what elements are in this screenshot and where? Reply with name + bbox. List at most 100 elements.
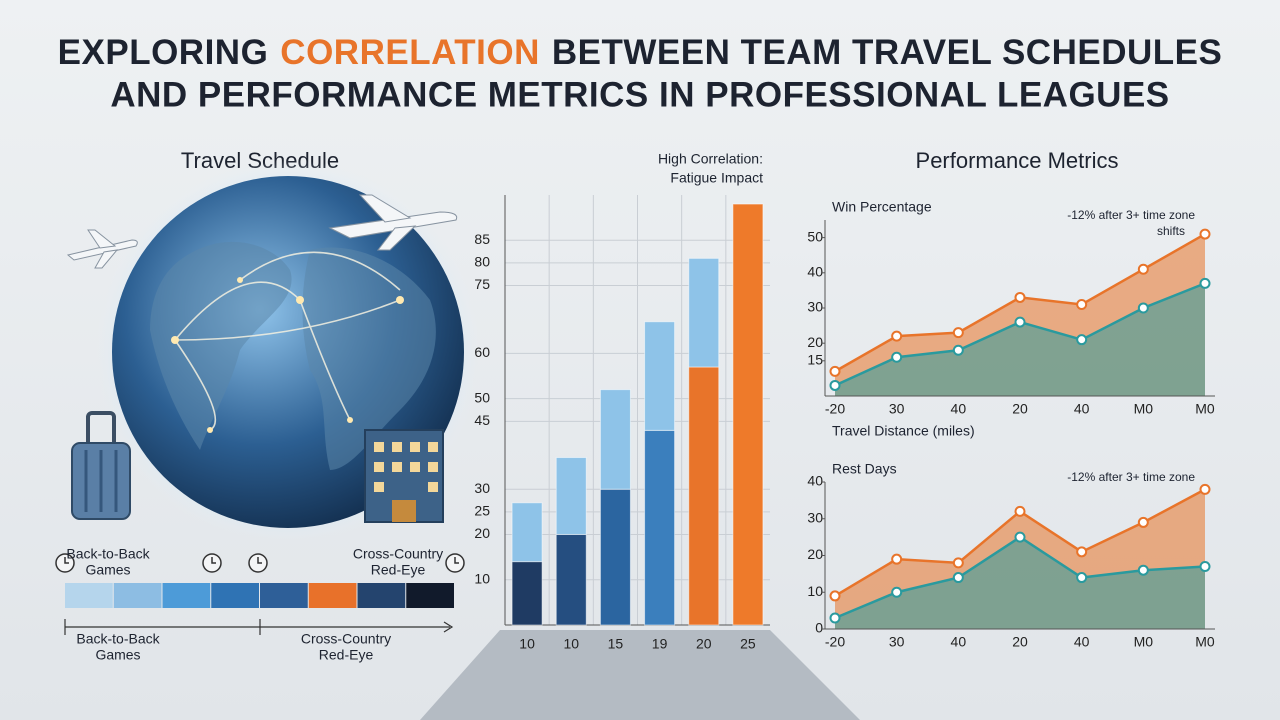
- point: [829, 612, 841, 624]
- airplane: [66, 229, 138, 269]
- bar-segment: [644, 321, 676, 431]
- x-tick-label: -20: [825, 634, 845, 650]
- chart-title: Win Percentage: [832, 199, 932, 215]
- area: [835, 283, 1205, 396]
- clock-icons: [55, 553, 465, 573]
- x-tick-label: 40: [951, 634, 967, 650]
- strip-segment: [65, 583, 113, 608]
- y-tick-label: 45: [474, 412, 490, 428]
- point: [829, 365, 841, 377]
- y-tick-label: 20: [807, 546, 823, 562]
- x-tick-label: 30: [889, 401, 905, 417]
- bar-segment: [555, 533, 587, 626]
- suitcase: [71, 411, 131, 520]
- schedule-label: Cross-Country: [353, 546, 443, 562]
- point: [829, 590, 841, 602]
- strip-segment: [406, 583, 454, 608]
- point: [1199, 483, 1211, 495]
- title-part: BETWEEN TEAM TRAVEL SCHEDULES: [552, 33, 1222, 72]
- point: [891, 553, 903, 565]
- continent: [150, 241, 292, 450]
- point: [952, 557, 964, 569]
- bar-segment: [688, 366, 720, 626]
- schedule-label: Back-to-Back: [76, 631, 160, 647]
- y-tick-label: 80: [474, 254, 490, 270]
- x-tick-label: 25: [740, 636, 756, 652]
- point: [829, 379, 841, 391]
- strip-segment: [211, 583, 259, 608]
- x-tick-label: M0: [1134, 634, 1154, 650]
- pedestal: [420, 630, 860, 720]
- point: [1199, 228, 1211, 240]
- schedule-label: Red-Eye: [371, 562, 426, 578]
- route: [174, 251, 401, 431]
- bar-segment: [511, 561, 543, 626]
- bar-segment: [732, 203, 764, 626]
- schedule-label: Red-Eye: [319, 647, 374, 663]
- globe-illustration: [66, 160, 480, 544]
- y-tick-label: 50: [807, 228, 823, 244]
- point: [1076, 572, 1088, 584]
- point: [1199, 561, 1211, 573]
- bar-segment: [644, 429, 676, 626]
- strip-segment: [308, 583, 357, 608]
- x-tick-label: 19: [652, 636, 668, 652]
- strip-segment: [357, 583, 406, 608]
- x-tick-label: M0: [1195, 401, 1215, 417]
- x-tick-label: 40: [1074, 401, 1090, 417]
- y-tick-label: 60: [474, 344, 490, 360]
- point: [952, 572, 964, 584]
- annotation: High Correlation:: [658, 151, 763, 167]
- point: [1014, 291, 1026, 303]
- y-tick-label: 10: [474, 570, 490, 586]
- x-tick-label: -20: [825, 401, 845, 417]
- schedule-label: Games: [85, 562, 130, 578]
- title-highlight: CORRELATION: [280, 33, 540, 72]
- building: [364, 429, 444, 523]
- point: [1076, 298, 1088, 310]
- bar-segment: [688, 257, 720, 368]
- y-tick-label: 10: [807, 583, 823, 599]
- point: [1014, 505, 1026, 517]
- point: [1014, 531, 1026, 543]
- y-tick-label: 40: [807, 473, 823, 489]
- point: [891, 351, 903, 363]
- schedule-strip: [65, 583, 454, 608]
- x-tick-label: M0: [1195, 634, 1215, 650]
- point: [1137, 263, 1149, 275]
- section-title: Performance Metrics: [916, 148, 1119, 173]
- point: [1137, 564, 1149, 576]
- annotation: -12% after 3+ time zone: [1067, 470, 1195, 484]
- point: [1014, 316, 1026, 328]
- x-tick-label: 20: [1012, 401, 1028, 417]
- y-tick-label: 30: [807, 509, 823, 525]
- x-tick-label: 15: [608, 636, 624, 652]
- strip-segment: [162, 583, 211, 608]
- strip-segment: [260, 583, 308, 608]
- annotation: Fatigue Impact: [670, 170, 763, 186]
- x-tick-label: 20: [1012, 634, 1028, 650]
- x-tick-label: 40: [1074, 634, 1090, 650]
- schedule-label: Cross-Country: [301, 631, 391, 647]
- bar-segment: [599, 389, 631, 490]
- point: [891, 586, 903, 598]
- bar-segment: [511, 502, 543, 563]
- title-line-1: EXPLORING CORRELATION BETWEEN TEAM TRAVEL …: [58, 33, 1223, 72]
- y-tick-label: 30: [474, 480, 490, 496]
- point: [891, 330, 903, 342]
- x-tick-label: M0: [1134, 401, 1154, 417]
- y-tick-label: 30: [807, 299, 823, 315]
- y-tick-label: 20: [807, 334, 823, 350]
- point: [1076, 546, 1088, 558]
- annotation: -12% after 3+ time zone: [1067, 208, 1195, 222]
- timeline-arrow: [64, 619, 454, 635]
- point: [1199, 277, 1211, 289]
- point: [952, 344, 964, 356]
- strip-segment: [113, 583, 162, 608]
- area: [835, 537, 1205, 629]
- y-tick-label: 20: [474, 525, 490, 541]
- schedule-label: Games: [95, 647, 140, 663]
- bar-segment: [555, 457, 587, 535]
